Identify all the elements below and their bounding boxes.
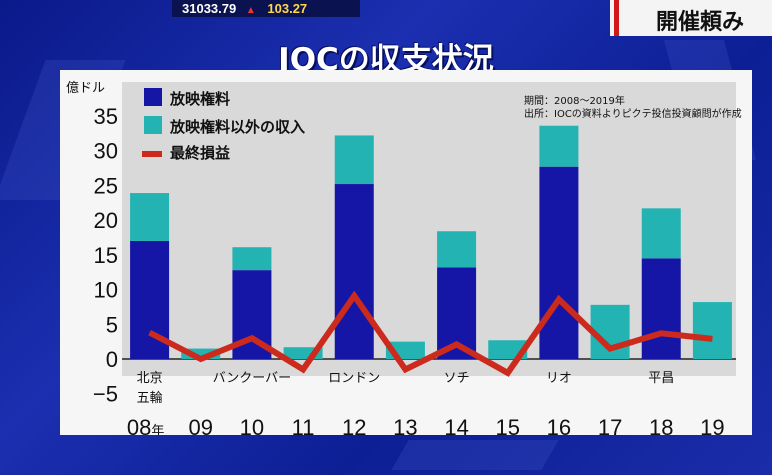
- bar-broadcast: [539, 166, 579, 359]
- x-tick-label: 16: [547, 415, 571, 435]
- y-tick-label: −5: [93, 382, 118, 407]
- ticker-value: 31033.79: [182, 1, 237, 16]
- banner-accent: [614, 0, 619, 36]
- up-arrow-icon: ▲: [245, 5, 256, 16]
- banner-text: 開催頼み: [656, 10, 745, 35]
- x-tick-label: 15: [496, 415, 520, 435]
- x-tick-label: 11: [292, 415, 315, 435]
- legend-label: 放映権料以外の収入: [169, 118, 305, 136]
- legend-label: 放映権料: [169, 90, 230, 108]
- source-note: 出所：IOCの資料よりピクテ投信投資顧問が作成: [524, 107, 742, 120]
- bar-broadcast: [334, 184, 374, 359]
- bar-other-revenue: [181, 348, 221, 359]
- x-tick-label: 10: [240, 415, 264, 435]
- bar-other-revenue: [641, 208, 681, 259]
- plot-area: [122, 82, 736, 376]
- y-tick-label: 5: [106, 312, 118, 337]
- y-tick-label: 15: [94, 243, 118, 268]
- y-tick-label: 25: [94, 173, 118, 198]
- y-tick-label: 20: [94, 208, 118, 233]
- bar-other-revenue: [539, 125, 579, 167]
- x-tick-label: 18: [649, 415, 673, 435]
- net-income-line: [148, 290, 713, 377]
- chart-panel: 35 30 25 20 15 10 5 0 −5 億ドル北京五輪 バンクーバー ロンドン ソチ リオ 平昌 0…: [60, 70, 752, 435]
- event-label: 北京: [137, 371, 163, 386]
- event-label: ソチ: [444, 371, 470, 386]
- legend-swatch: [144, 116, 162, 134]
- y-tick-label: 0: [106, 347, 118, 372]
- event-label: 五輪: [137, 390, 163, 406]
- x-tick-label: 13: [393, 415, 417, 435]
- x-tick-label: 08年: [127, 415, 165, 435]
- event-label: リオ: [546, 371, 572, 386]
- event-label: バンクーバー: [213, 371, 292, 386]
- event-label: 平昌: [648, 371, 674, 386]
- bar-broadcast: [641, 258, 681, 359]
- x-tick-label: 09: [189, 415, 213, 435]
- ticker-change: 103.27: [267, 1, 308, 16]
- bar-other-revenue: [283, 347, 323, 359]
- legend-label: 最終損益: [170, 144, 230, 162]
- legend-swatch-line: [142, 151, 162, 157]
- source-note: 期間：2008〜2019年: [524, 94, 625, 107]
- bar-other-revenue: [130, 193, 170, 241]
- bar-other-revenue: [232, 247, 272, 271]
- y-tick-label: 35: [94, 104, 118, 129]
- event-label: ロンドン: [328, 371, 380, 386]
- y-tick-label: 30: [94, 139, 118, 164]
- bar-other-revenue: [692, 302, 732, 359]
- side-banner: 開催頼み: [610, 0, 772, 36]
- y-axis-unit: 億ドル: [66, 80, 105, 96]
- y-tick-label: 10: [94, 278, 118, 303]
- stock-ticker: 31033.79 ▲ 103.27: [172, 0, 360, 17]
- bar-other-revenue: [437, 231, 477, 268]
- bar-other-revenue: [334, 135, 374, 185]
- legend-swatch: [144, 88, 162, 106]
- x-tick-label: 17: [598, 415, 622, 435]
- x-tick-label: 12: [342, 415, 366, 435]
- x-tick-label: 14: [444, 415, 468, 435]
- x-tick-label: 19: [700, 415, 724, 435]
